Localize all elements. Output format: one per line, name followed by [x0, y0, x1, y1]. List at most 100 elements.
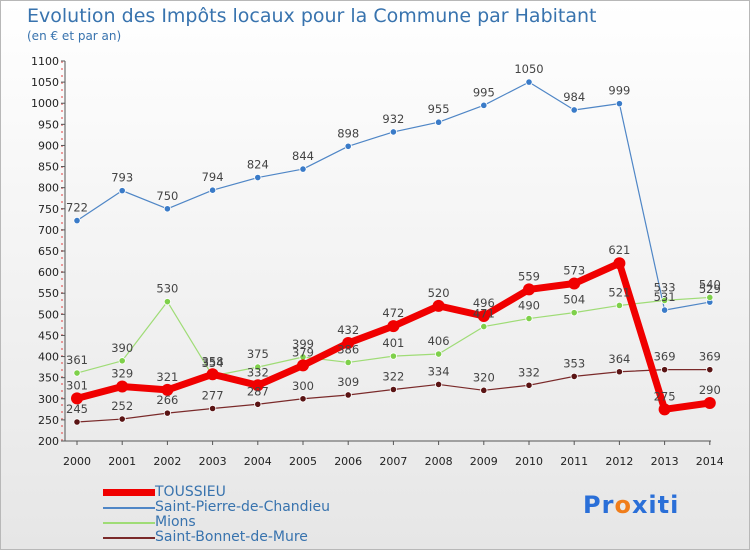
data-label: 290: [699, 383, 721, 397]
data-label: 375: [247, 347, 269, 361]
logo-letter: o: [614, 491, 632, 519]
data-point: [254, 400, 262, 408]
data-label: 301: [66, 378, 88, 392]
x-tick-label: 2014: [696, 455, 724, 468]
x-tick-label: 2012: [605, 455, 633, 468]
data-label: 521: [608, 285, 630, 299]
data-point: [706, 366, 714, 374]
data-point: [570, 106, 578, 114]
data-point: [344, 391, 352, 399]
logo-letter: i: [648, 491, 658, 519]
data-label: 490: [518, 299, 540, 313]
data-point: [73, 217, 81, 225]
data-label: 794: [202, 170, 224, 184]
data-label: 471: [473, 307, 495, 321]
y-tick-label: 400: [38, 351, 59, 364]
data-label: 932: [382, 112, 404, 126]
data-point: [432, 299, 445, 312]
data-label: 321: [156, 370, 178, 384]
data-point: [434, 118, 443, 126]
data-label: 353: [563, 356, 585, 370]
data-point: [660, 296, 669, 304]
data-label: 496: [473, 296, 495, 310]
data-label: 401: [382, 336, 404, 350]
data-point: [570, 372, 578, 380]
data-point: [163, 409, 171, 417]
logo-letter: i: [670, 491, 680, 519]
data-label: 390: [111, 341, 133, 355]
data-point: [480, 386, 488, 394]
legend-swatch: [103, 506, 155, 509]
data-label: 245: [66, 402, 88, 416]
x-tick-label: 2004: [244, 455, 272, 468]
data-point: [703, 397, 716, 409]
data-label: 266: [156, 393, 178, 407]
data-label: 573: [563, 264, 585, 278]
data-point: [116, 380, 129, 393]
data-point: [209, 186, 217, 194]
data-point: [344, 358, 352, 367]
data-label: 559: [518, 269, 540, 283]
data-point: [523, 283, 535, 296]
data-label: 530: [156, 282, 178, 296]
x-tick-label: 2007: [379, 455, 407, 468]
logo-letter: P: [583, 491, 602, 519]
x-tick-label: 2001: [108, 455, 136, 468]
data-point: [615, 368, 624, 376]
data-label: 406: [428, 334, 450, 348]
legend-swatch: [103, 536, 155, 539]
x-tick-label: 2002: [153, 455, 181, 468]
data-label: 793: [111, 171, 133, 185]
data-point: [615, 100, 624, 108]
data-point: [389, 352, 397, 360]
data-point: [118, 415, 126, 423]
data-label: 432: [337, 323, 359, 337]
logo-letter: t: [657, 491, 671, 519]
data-point: [434, 350, 443, 358]
data-point: [477, 310, 490, 323]
data-label: 824: [247, 158, 269, 172]
data-point: [389, 385, 397, 394]
data-label: 358: [202, 354, 224, 368]
data-point: [570, 309, 578, 317]
data-point: [206, 368, 219, 381]
data-point: [163, 205, 171, 213]
x-tick-label: 2013: [651, 455, 679, 468]
y-tick-label: 300: [38, 393, 59, 406]
data-label: 300: [292, 379, 314, 393]
x-tick-label: 2009: [470, 455, 498, 468]
legend-swatch: [103, 489, 155, 496]
y-tick-label: 900: [38, 139, 59, 152]
data-label: 844: [292, 149, 314, 163]
data-label: 520: [428, 286, 450, 300]
data-label: 309: [337, 375, 359, 389]
data-point: [434, 380, 443, 389]
x-tick-label: 2011: [560, 455, 588, 468]
y-tick-label: 700: [38, 224, 59, 237]
y-tick-label: 200: [38, 435, 59, 448]
series-layer: [71, 78, 716, 426]
data-label: 369: [654, 350, 676, 364]
data-label: 252: [111, 399, 133, 413]
x-tick-label: 2005: [289, 455, 317, 468]
legend-label: Saint-Pierre-de-Chandieu: [155, 499, 330, 515]
y-tick-label: 800: [38, 182, 59, 195]
y-tick-label: 550: [38, 287, 59, 300]
x-tick-label: 2008: [425, 455, 453, 468]
data-point: [615, 301, 624, 310]
data-label: 621: [608, 243, 630, 257]
x-tick-label: 2000: [63, 455, 91, 468]
y-tick-label: 750: [38, 203, 59, 216]
y-tick-label: 1100: [31, 55, 59, 68]
data-point: [389, 128, 397, 136]
data-point: [73, 418, 81, 426]
data-label: 369: [699, 350, 721, 364]
data-label: 329: [111, 367, 133, 381]
y-tick-label: 250: [38, 414, 59, 427]
data-point: [344, 142, 352, 150]
data-label: 277: [202, 388, 224, 402]
logo-letter: x: [631, 491, 649, 519]
data-label: 332: [247, 365, 269, 379]
proxiti-logo: Proxiti: [583, 491, 679, 519]
data-label: 275: [654, 389, 676, 403]
